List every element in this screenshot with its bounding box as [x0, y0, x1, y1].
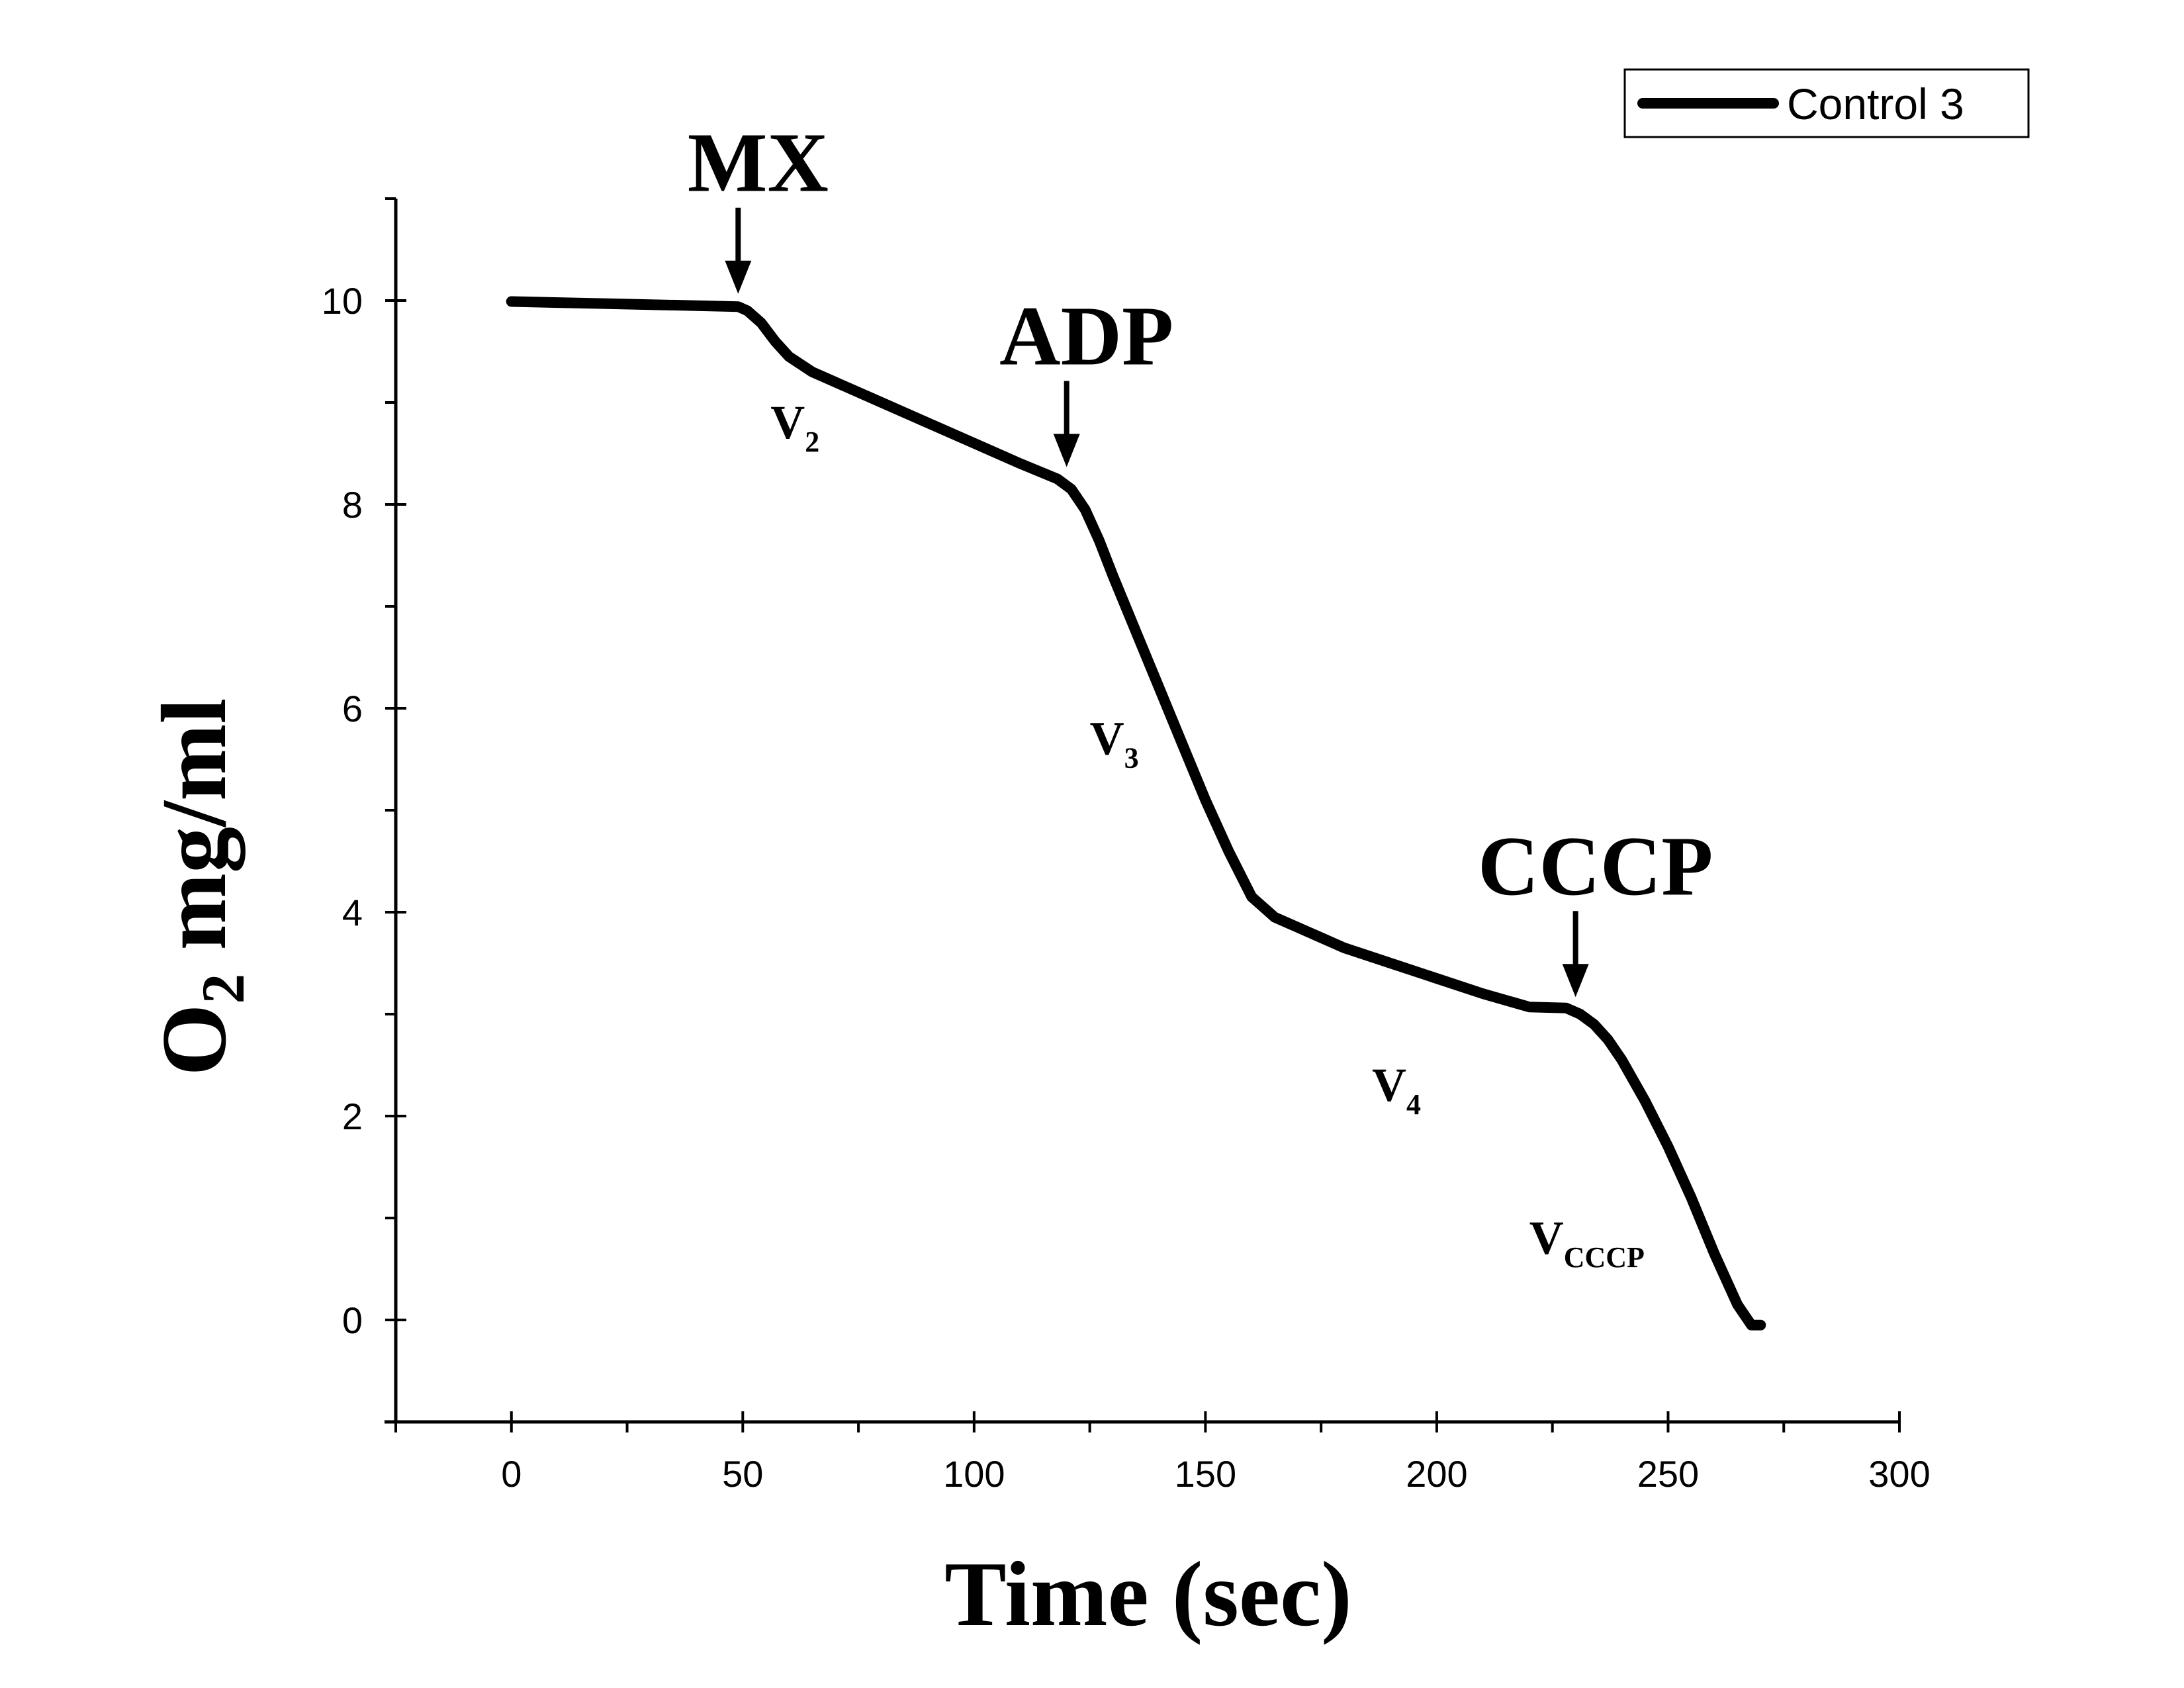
annotation-label: CCCP — [1478, 819, 1713, 913]
y-axis-title-suffix: mg/ml — [143, 698, 246, 974]
rate-label-main: V — [1372, 1058, 1406, 1111]
annotations-layer: MX ADP CCCP — [688, 116, 1713, 998]
y-tick-label: 4 — [342, 892, 363, 933]
x-tick-label: 150 — [1175, 1453, 1236, 1495]
annotation-arrow-head — [1562, 964, 1589, 998]
rate-label-sub: 4 — [1406, 1088, 1421, 1121]
rate-label-sub: CCCP — [1564, 1241, 1645, 1274]
rate-label: V4 — [1372, 1058, 1421, 1121]
rate-label: VCCCP — [1529, 1211, 1645, 1274]
rate-label-main: V — [1529, 1211, 1564, 1264]
ticks: 0 50 100 150 200 250 300 0 2 4 6 8 10 — [322, 197, 1931, 1495]
series-layer — [506, 296, 1766, 1331]
y-tick-label: 8 — [342, 484, 363, 526]
y-axis-title-group: O2 mg/ml — [143, 698, 257, 1076]
y-tick-label: 6 — [342, 688, 363, 729]
x-tick-label: 100 — [943, 1453, 1005, 1495]
x-tick-label: 50 — [722, 1453, 763, 1495]
x-axis-title: Time (sec) — [944, 1543, 1352, 1646]
rate-label-main: V — [1090, 712, 1124, 765]
x-tick-label: 0 — [501, 1453, 522, 1495]
rate-label-main: V — [770, 396, 805, 449]
y-axis-title: O2 mg/ml — [143, 698, 257, 1076]
legend: Control 3 — [1623, 68, 2030, 138]
y-tick-label: 10 — [322, 280, 363, 322]
x-tick-label: 200 — [1406, 1453, 1467, 1495]
rate-label-sub: 2 — [805, 426, 819, 458]
series-line — [506, 296, 1766, 1331]
annotation-label: MX — [688, 116, 829, 210]
annotation-arrow-head — [725, 260, 752, 294]
legend-label: Control 3 — [1787, 79, 1964, 128]
x-tick-label: 300 — [1868, 1453, 1930, 1495]
y-tick-label: 0 — [342, 1299, 363, 1341]
rate-label-sub: 3 — [1124, 741, 1139, 774]
annotation-label: ADP — [999, 289, 1173, 383]
rate-label: V2 — [770, 396, 819, 458]
x-tick-label: 250 — [1637, 1453, 1699, 1495]
rate-label: V3 — [1090, 712, 1139, 774]
y-axis-title-sub: 2 — [189, 974, 257, 1004]
annotation-arrow-head — [1053, 434, 1080, 467]
y-axis-title-main: O — [143, 1004, 246, 1076]
y-tick-label: 2 — [342, 1096, 363, 1137]
